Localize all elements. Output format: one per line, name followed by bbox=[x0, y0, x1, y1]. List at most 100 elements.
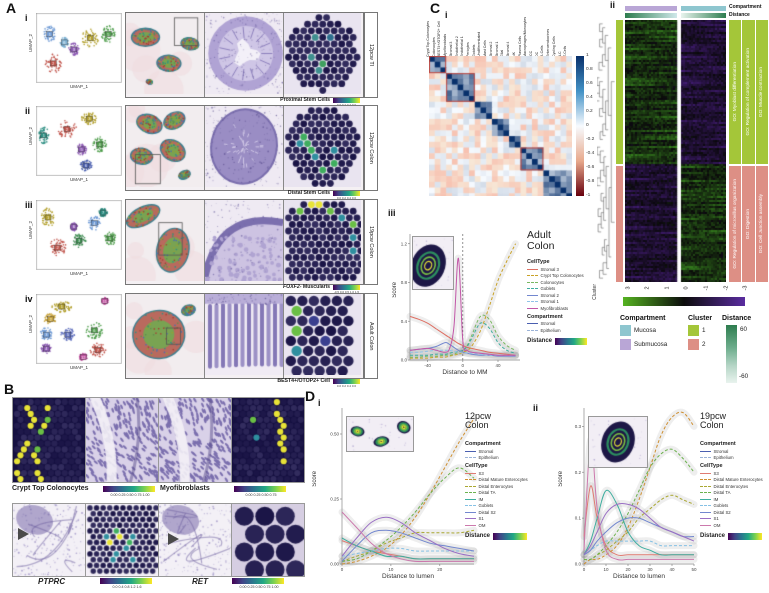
legend-item: Submucosa bbox=[620, 339, 684, 350]
distance-gradient bbox=[726, 325, 737, 383]
cluster1-label: 1 bbox=[702, 327, 706, 334]
panel-a-row-i-numeral: i bbox=[25, 13, 28, 23]
feature-colorbar-ticks: 0.0 0.2 0.4 0.6 bbox=[336, 196, 357, 200]
tissue-overview-ii bbox=[126, 106, 204, 190]
feature-colorbar-label: Proximal Stem Cells bbox=[228, 97, 330, 103]
legend-item-label: Distal Mature Enterocytes bbox=[713, 477, 763, 482]
correlation-colorbar-tick: 0.6 bbox=[586, 81, 593, 86]
cluster2-label: 2 bbox=[702, 341, 706, 348]
feature-colorbar-label: Distal Stem Cells bbox=[228, 190, 330, 196]
tissue-overview-iv bbox=[126, 294, 204, 378]
umap-ylabel: UMAP_2 bbox=[28, 127, 33, 146]
legend-item: Stromal 3 bbox=[527, 267, 587, 272]
umap-plot-iv bbox=[36, 294, 122, 364]
colon-12pcw-svg: 0.00 0.25 0.50 0 10 20 bbox=[330, 408, 478, 572]
legend-item-label: Epithelium bbox=[540, 327, 561, 333]
legend-cluster-title: Cluster bbox=[688, 315, 713, 322]
feature-colorbar-label: FOXF2- Muscularis bbox=[228, 284, 330, 290]
svg-text:30: 30 bbox=[647, 567, 653, 572]
go-term-box: GO: Regulation of microvillus organizati… bbox=[729, 166, 742, 282]
svg-text:40: 40 bbox=[669, 567, 675, 572]
legend-section-title: Compartment bbox=[700, 441, 736, 447]
legend-item: Epithelium bbox=[700, 455, 766, 460]
spots-crypt-top-colonocytes bbox=[12, 397, 86, 483]
s3-swatch bbox=[700, 472, 711, 474]
umap-ylabel: UMAP_2 bbox=[28, 221, 33, 240]
panel-b-label: B bbox=[4, 381, 15, 397]
correlation-label-3: Myofibroblasts bbox=[443, 33, 448, 57]
correlation-colorbar-tick: 1 bbox=[586, 53, 589, 58]
scale-tick: 2 bbox=[644, 286, 651, 290]
stromal-3-swatch bbox=[527, 268, 538, 270]
legend-item-label: Crypt Top Colonocytes bbox=[540, 273, 584, 278]
feature-colorbar-text: BEST4+/OTOP2+ Cell bbox=[277, 378, 330, 384]
legend-item-label: OM bbox=[713, 522, 721, 528]
correlation-colorbar-tick: -0.6 bbox=[586, 165, 595, 170]
legend-item-label: Epithelium bbox=[713, 455, 734, 460]
sample-label-text: 12pcw Colon bbox=[368, 132, 374, 164]
panel-a-row-iii-numeral: iii bbox=[25, 200, 33, 210]
submucosa-label: Submucosa bbox=[634, 341, 668, 348]
scale-tick: -2 bbox=[722, 285, 729, 291]
go-term-box: GO: Regulation of complement activation bbox=[742, 20, 755, 164]
tissue-overview-i-canvas bbox=[126, 13, 204, 94]
colon-19pcw-ylabel: Score bbox=[558, 471, 564, 487]
legend-item-label: S1 bbox=[478, 516, 484, 521]
series-distal-enterocytes bbox=[583, 494, 695, 561]
panel-c-ii-numeral: ii bbox=[610, 0, 616, 10]
legend-item-label: Goblets bbox=[478, 503, 494, 508]
tissue-strip-iii bbox=[125, 199, 364, 285]
legend-distance-label: Distance bbox=[465, 533, 491, 539]
legend-item: Distal Enterocytes bbox=[465, 484, 527, 489]
caption-myofibroblasts: Myofibroblasts bbox=[160, 485, 210, 492]
caption-colorbar-ticks: 0.00 0.25 0.50 0.75 bbox=[245, 493, 277, 497]
tissue-overview-ii-canvas bbox=[126, 106, 204, 187]
om-swatch bbox=[465, 524, 476, 526]
legend-item-label: S3 bbox=[478, 470, 484, 476]
colon-12pcw-title: 12pcw Colon bbox=[465, 411, 492, 431]
umap-ylabel: UMAP_2 bbox=[28, 315, 33, 334]
hne-crypt-texture-1 bbox=[85, 397, 159, 483]
epithelium-swatch bbox=[700, 457, 711, 458]
sample-label-text: Adult Colon bbox=[368, 321, 374, 351]
stromal-2-swatch bbox=[527, 294, 538, 296]
legend-item: Epithelium bbox=[527, 328, 587, 333]
adult-colon-ylabel: Score bbox=[392, 282, 398, 298]
series-distal-ta bbox=[341, 467, 475, 562]
svg-text:0.4: 0.4 bbox=[401, 319, 408, 324]
colonocytes-swatch bbox=[527, 281, 538, 283]
correlation-label-16: Plasma Cells bbox=[517, 36, 522, 57]
spot-feature-map-i bbox=[283, 13, 361, 97]
tissue-strip-iv bbox=[125, 293, 364, 379]
sample-label-iv: Adult Colon bbox=[364, 293, 378, 379]
feature-colorbar-text: Distal Stem Cells bbox=[287, 190, 330, 196]
distance-gradient-bar bbox=[728, 532, 763, 540]
correlation-label-21: Enteroendocrines bbox=[546, 28, 551, 57]
caption-crypt-top-colonocytes: Crypt Top Colonocytes bbox=[12, 485, 89, 492]
legend-distance-title: Distance bbox=[722, 315, 752, 322]
tissue-overview-iii bbox=[126, 200, 204, 284]
feature-colorbar-label: BEST4+/OTOP2+ Cell bbox=[228, 378, 330, 384]
scale-tick: -1 bbox=[703, 285, 710, 291]
colon-12pcw-legend: Compartment Stromal Epithelium CellType S3 Di… bbox=[465, 438, 528, 540]
adult-colon-inset-image bbox=[412, 236, 454, 290]
umap-ylabel: UMAP_2 bbox=[28, 34, 33, 53]
umap-xlabel: UMAP_1 bbox=[69, 365, 88, 370]
panel-c-i-numeral: i bbox=[445, 10, 448, 20]
hne-image-ii-canvas bbox=[205, 106, 283, 187]
distance-gradient-bar bbox=[493, 532, 527, 540]
series-crypt-top-colonocytes bbox=[409, 243, 517, 359]
myofibroblasts-swatch bbox=[527, 307, 538, 309]
legend-section-title: Compartment bbox=[527, 313, 563, 320]
tissue-overview-iv-canvas bbox=[126, 294, 204, 375]
legend-item-label: Stromal bbox=[478, 448, 494, 454]
arrowhead-icon bbox=[168, 533, 179, 545]
legend-item: Distal Mature Enterocytes bbox=[700, 477, 766, 482]
legend-item: Distal Mature Enterocytes bbox=[465, 477, 528, 482]
legend-section-title: CellType bbox=[465, 463, 488, 469]
caption-colorbar-ticks: 0.0 0.4 0.8 1.2 1.6 bbox=[112, 585, 142, 589]
cluster2-swatch bbox=[688, 339, 699, 350]
correlation-colorbar-tick: -0.8 bbox=[586, 179, 595, 184]
adult-colon-legend: CellType Stromal 3 Crypt Top Colonocytes Co… bbox=[527, 256, 587, 345]
